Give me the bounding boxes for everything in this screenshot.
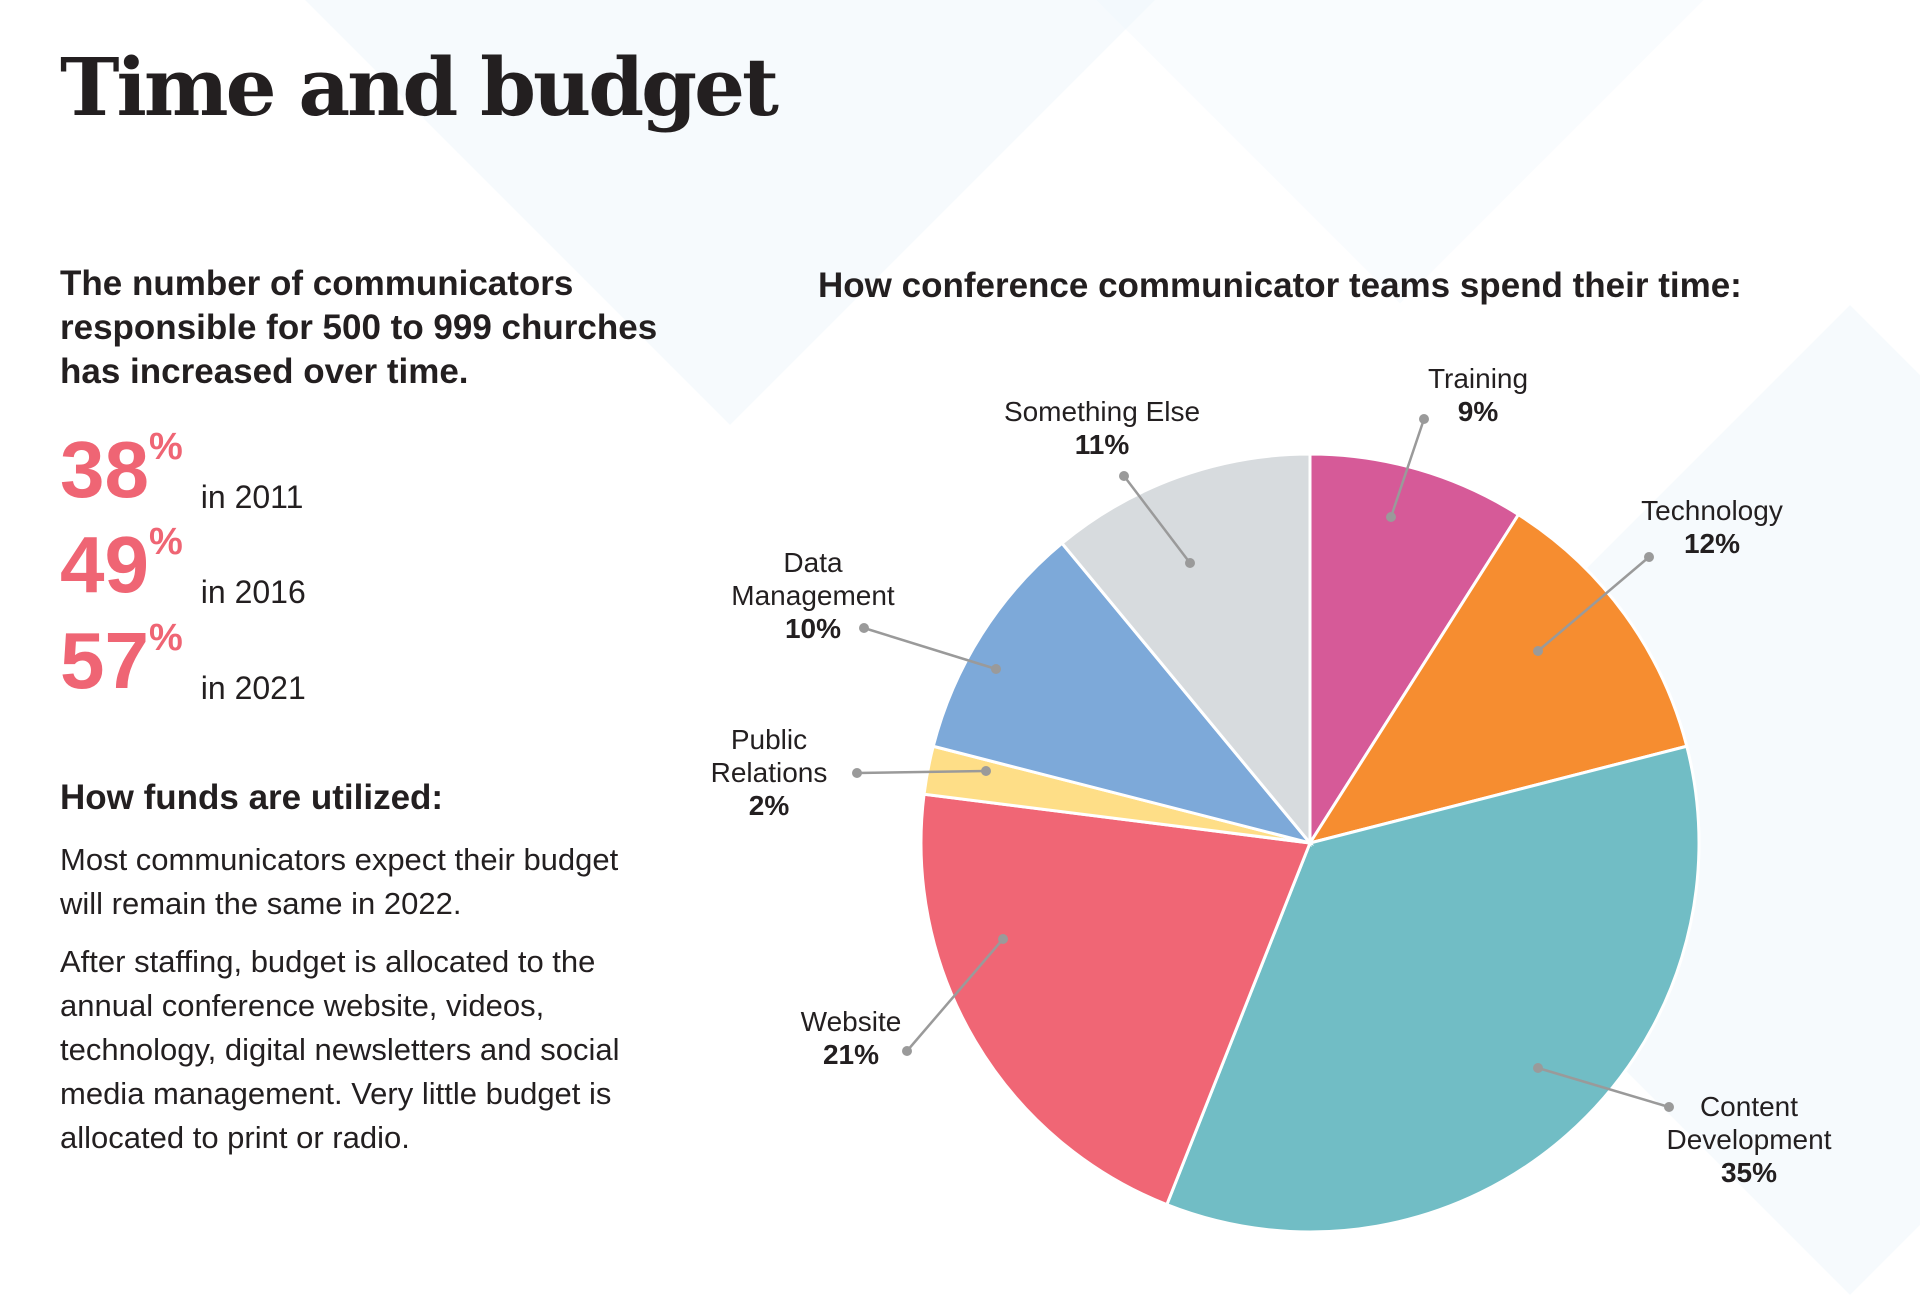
slice-label-value: 21% <box>822 1039 880 1070</box>
stat-2016: 49% in 2016 <box>60 520 306 610</box>
funds-heading: How funds are utilized: <box>60 778 444 817</box>
slice-label-name: Training <box>1427 363 1529 394</box>
slice-label-value: 11% <box>1074 429 1130 460</box>
leader-line-content-development <box>1537 1066 1670 1109</box>
pie-slice-technology <box>1306 512 1689 846</box>
stat-unit: % <box>148 617 183 659</box>
chart-title: How conference communicator teams spend … <box>818 266 1742 305</box>
slice-label-content-development: Content Development 35% <box>1649 1090 1849 1189</box>
slice-label-something-else: Something Else 11% <box>972 395 1232 461</box>
stat-value: 38 <box>60 425 149 514</box>
leader-dot <box>981 766 991 776</box>
leader-dot <box>1533 646 1543 656</box>
slice-label-training: Training 9% <box>1378 362 1578 428</box>
leader-dot <box>991 664 1001 674</box>
stat-2011: 38% in 2011 <box>60 425 303 515</box>
stat-unit: % <box>148 426 183 468</box>
stat-value: 49 <box>60 520 149 609</box>
slice-label-name: Public Relations <box>710 724 828 788</box>
stat-label: in 2021 <box>200 670 306 706</box>
funds-paragraph-2: After staffing, budget is allocated to t… <box>60 944 620 1155</box>
leader-dot <box>1419 414 1429 424</box>
stat-unit: % <box>148 521 183 563</box>
pie-slice-data-management <box>931 541 1315 846</box>
slice-label-name: Data Management <box>731 547 895 611</box>
slice-label-value: 9% <box>1457 396 1499 427</box>
slice-label-name: Website <box>800 1006 902 1037</box>
page-title: Time and budget <box>60 40 779 134</box>
slice-label-name: Content Development <box>1666 1091 1832 1155</box>
slice-label-data-management: Data Management 10% <box>713 546 913 645</box>
leader-line-public-relations <box>856 769 987 775</box>
leader-dot <box>902 1046 912 1056</box>
slice-label-value: 2% <box>748 790 790 821</box>
slice-label-public-relations: Public Relations 2% <box>699 723 839 822</box>
leader-line-technology <box>1537 556 1650 652</box>
leader-dot <box>1119 471 1129 481</box>
stat-2021: 57% in 2021 <box>60 616 306 706</box>
leader-line-something-else <box>1123 475 1191 564</box>
stat-value: 57 <box>60 616 149 705</box>
lead-text: The number of communicators responsible … <box>60 264 658 391</box>
stat-label: in 2011 <box>200 479 304 515</box>
slice-label-value: 12% <box>1683 528 1741 559</box>
leader-line-data-management <box>863 626 997 671</box>
leader-dot <box>1533 1063 1543 1073</box>
slice-label-name: Something Else <box>1003 396 1201 427</box>
leader-dot <box>1386 512 1396 522</box>
leader-dot <box>859 623 869 633</box>
leader-dot <box>1644 552 1654 562</box>
pie-slice-training <box>1308 452 1521 849</box>
pie-slice-content-development <box>1164 744 1701 1234</box>
pie-slice-something-else <box>1059 452 1312 848</box>
pie-slice-website <box>919 792 1313 1207</box>
slice-label-technology: Technology 12% <box>1612 494 1812 560</box>
leader-line-training <box>1389 418 1426 518</box>
funds-paragraph-1: Most communicators expect their budget w… <box>60 842 619 921</box>
leader-line-website <box>906 938 1004 1052</box>
stat-label: in 2016 <box>200 574 306 610</box>
slice-label-website: Website 21% <box>781 1005 921 1071</box>
slice-label-value: 35% <box>1720 1157 1778 1188</box>
leader-dot <box>1185 558 1195 568</box>
leader-dot <box>998 934 1008 944</box>
slice-label-value: 10% <box>784 613 842 644</box>
leader-dot <box>852 768 862 778</box>
leader-dot <box>1664 1102 1674 1112</box>
slice-label-name: Technology <box>1641 495 1783 526</box>
